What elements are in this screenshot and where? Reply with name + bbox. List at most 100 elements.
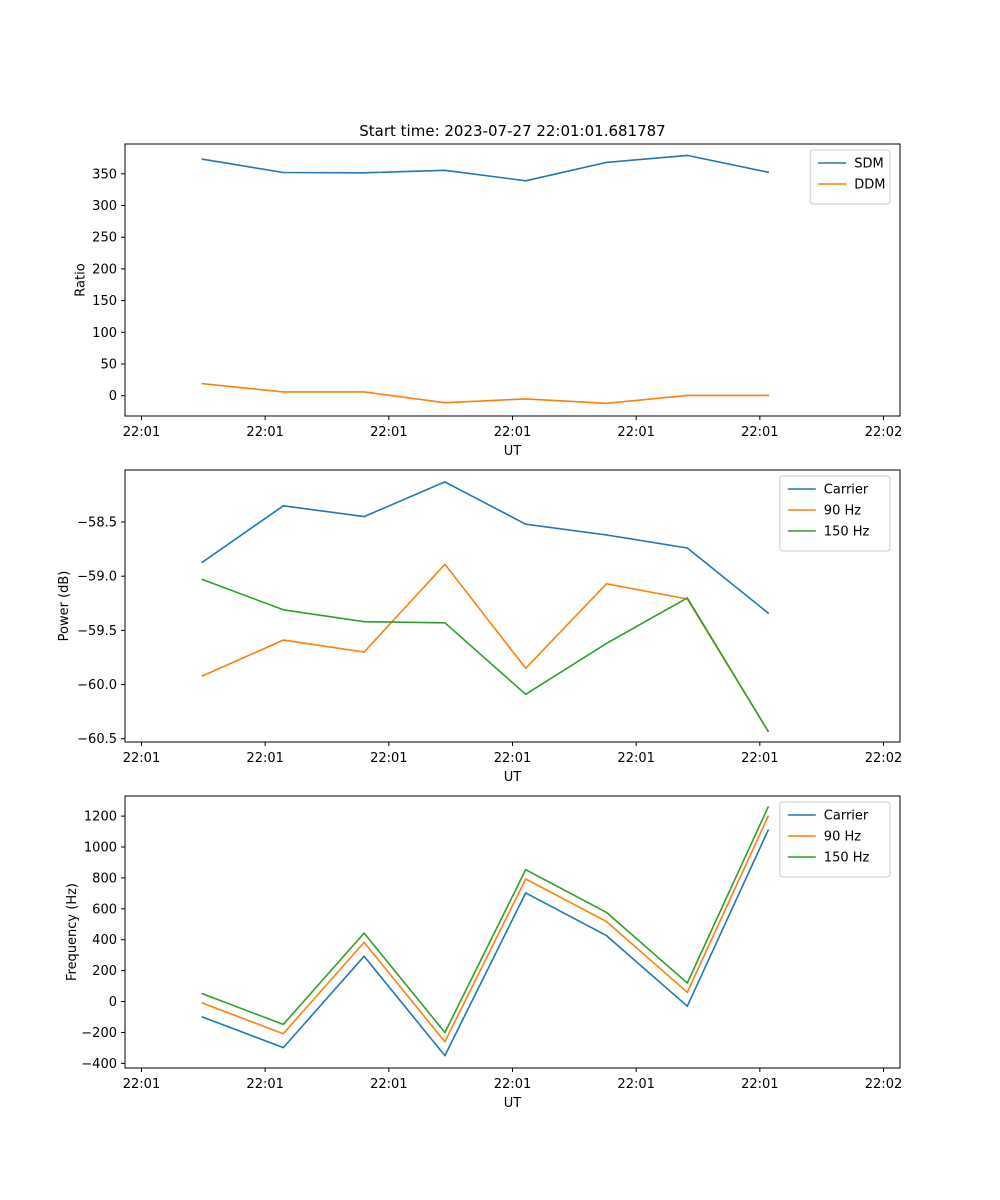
x-tick-label: 22:02 — [865, 751, 902, 766]
data-point-90-hz — [201, 675, 204, 677]
data-point-carrier — [524, 523, 527, 525]
y-tick-label: 250 — [92, 231, 117, 246]
data-point-ddm — [444, 401, 446, 404]
y-tick-label: 300 — [92, 199, 117, 214]
x-axis-label: UT — [504, 770, 522, 785]
data-point-carrier — [444, 1054, 446, 1057]
legend-box — [779, 801, 891, 878]
data-point-150-hz — [363, 620, 365, 623]
series-line-carrier — [201, 481, 770, 615]
legend-label: 150 Hz — [824, 525, 870, 540]
data-point-sdm — [201, 158, 204, 161]
data-point-150-hz — [282, 608, 285, 611]
x-tick-label: 22:01 — [246, 1077, 283, 1092]
data-point-carrier — [282, 1046, 285, 1049]
data-point-150-hz — [524, 868, 527, 871]
data-point-90-hz — [524, 878, 527, 880]
x-tick-label: 22:01 — [494, 751, 531, 766]
legend: Carrier 90 Hz 150 Hz — [779, 475, 891, 552]
y-tick-label: 800 — [92, 871, 117, 886]
data-point-sdm — [524, 179, 527, 182]
chart-title: Start time: 2023-07-27 22:01:01.681787 — [359, 122, 665, 140]
legend-label: SDM — [854, 157, 883, 172]
y-axis-label: Frequency (Hz) — [65, 883, 80, 981]
x-axis-label: UT — [504, 1096, 522, 1111]
y-tick-label: −60.0 — [77, 678, 117, 693]
data-point-150-hz — [686, 982, 689, 984]
data-point-carrier — [686, 1005, 689, 1007]
series-line-150-hz — [201, 578, 770, 733]
data-point-carrier — [282, 504, 285, 507]
x-tick-label: 22:01 — [370, 425, 407, 440]
legend-label: 90 Hz — [824, 830, 861, 845]
subplot-1: 22:01 22:01 22:01 22:01 22:01 22:01 22:02 0 50 10… — [73, 122, 902, 459]
series-line-ddm — [201, 382, 769, 405]
data-point-150-hz — [605, 911, 608, 914]
data-point-sdm — [444, 169, 446, 172]
data-point-sdm — [282, 171, 285, 174]
data-point-carrier — [686, 547, 689, 549]
x-tick-label: 22:02 — [865, 1077, 902, 1092]
data-point-90-hz — [605, 920, 608, 923]
data-point-90-hz — [444, 1040, 446, 1043]
x-tick-label: 22:01 — [123, 425, 160, 440]
data-point-150-hz — [686, 597, 689, 599]
series-line-sdm — [201, 154, 770, 182]
y-tick-label: −400 — [81, 1057, 117, 1072]
data-point-90-hz — [686, 991, 689, 994]
y-tick-label: 200 — [92, 964, 117, 979]
legend-label: DDM — [854, 178, 885, 193]
x-tick-label: 22:01 — [617, 1077, 654, 1092]
data-point-ddm — [282, 391, 285, 393]
subplot-3: 22:01 22:01 22:01 22:01 22:01 22:01 22:02 −400 −… — [65, 795, 902, 1111]
data-point-90-hz — [524, 667, 527, 670]
data-point-carrier — [605, 534, 608, 536]
data-point-ddm — [363, 391, 365, 393]
y-tick-label: 200 — [92, 262, 117, 277]
y-tick-label: −58.5 — [77, 516, 117, 531]
plot-frame — [124, 143, 901, 417]
y-tick-label: 350 — [92, 167, 117, 182]
data-point-150-hz — [524, 693, 527, 696]
legend-label: Carrier — [824, 809, 869, 824]
data-point-ddm — [686, 394, 689, 397]
y-tick-label: −200 — [81, 1026, 117, 1041]
y-axis-label: Power (dB) — [57, 571, 72, 642]
legend-label: 90 Hz — [824, 504, 861, 519]
x-tick-label: 22:01 — [246, 425, 283, 440]
data-point-150-hz — [767, 806, 769, 808]
data-point-carrier — [605, 934, 608, 937]
data-point-90-hz — [282, 639, 285, 641]
legend-label: Carrier — [824, 483, 869, 498]
legend-label: 150 Hz — [824, 851, 870, 866]
y-tick-label: 1200 — [84, 810, 117, 825]
data-point-carrier — [201, 1016, 204, 1018]
x-tick-label: 22:01 — [123, 751, 160, 766]
data-point-sdm — [605, 161, 608, 164]
y-tick-label: 150 — [92, 294, 117, 309]
y-tick-label: 600 — [92, 902, 117, 917]
y-tick-label: 400 — [92, 933, 117, 948]
x-tick-label: 22:01 — [370, 1077, 407, 1092]
data-point-150-hz — [363, 932, 365, 934]
data-point-carrier — [767, 612, 769, 614]
x-tick-label: 22:01 — [494, 425, 531, 440]
y-axis-label: Ratio — [73, 263, 88, 296]
data-point-90-hz — [767, 815, 769, 818]
y-tick-label: −60.5 — [77, 732, 117, 747]
data-point-carrier — [524, 892, 527, 894]
x-tick-label: 22:01 — [617, 425, 654, 440]
data-point-90-hz — [282, 1032, 285, 1035]
data-point-150-hz — [444, 621, 446, 624]
data-point-sdm — [767, 171, 769, 174]
data-point-sdm — [363, 172, 365, 174]
y-tick-label: 50 — [100, 358, 117, 373]
y-tick-label: 0 — [109, 995, 117, 1010]
data-point-carrier — [363, 955, 365, 958]
data-point-150-hz — [282, 1023, 285, 1026]
legend-box — [779, 475, 891, 552]
data-point-ddm — [767, 394, 769, 397]
data-point-90-hz — [363, 651, 365, 653]
data-point-150-hz — [201, 578, 204, 581]
data-point-ddm — [605, 402, 608, 405]
